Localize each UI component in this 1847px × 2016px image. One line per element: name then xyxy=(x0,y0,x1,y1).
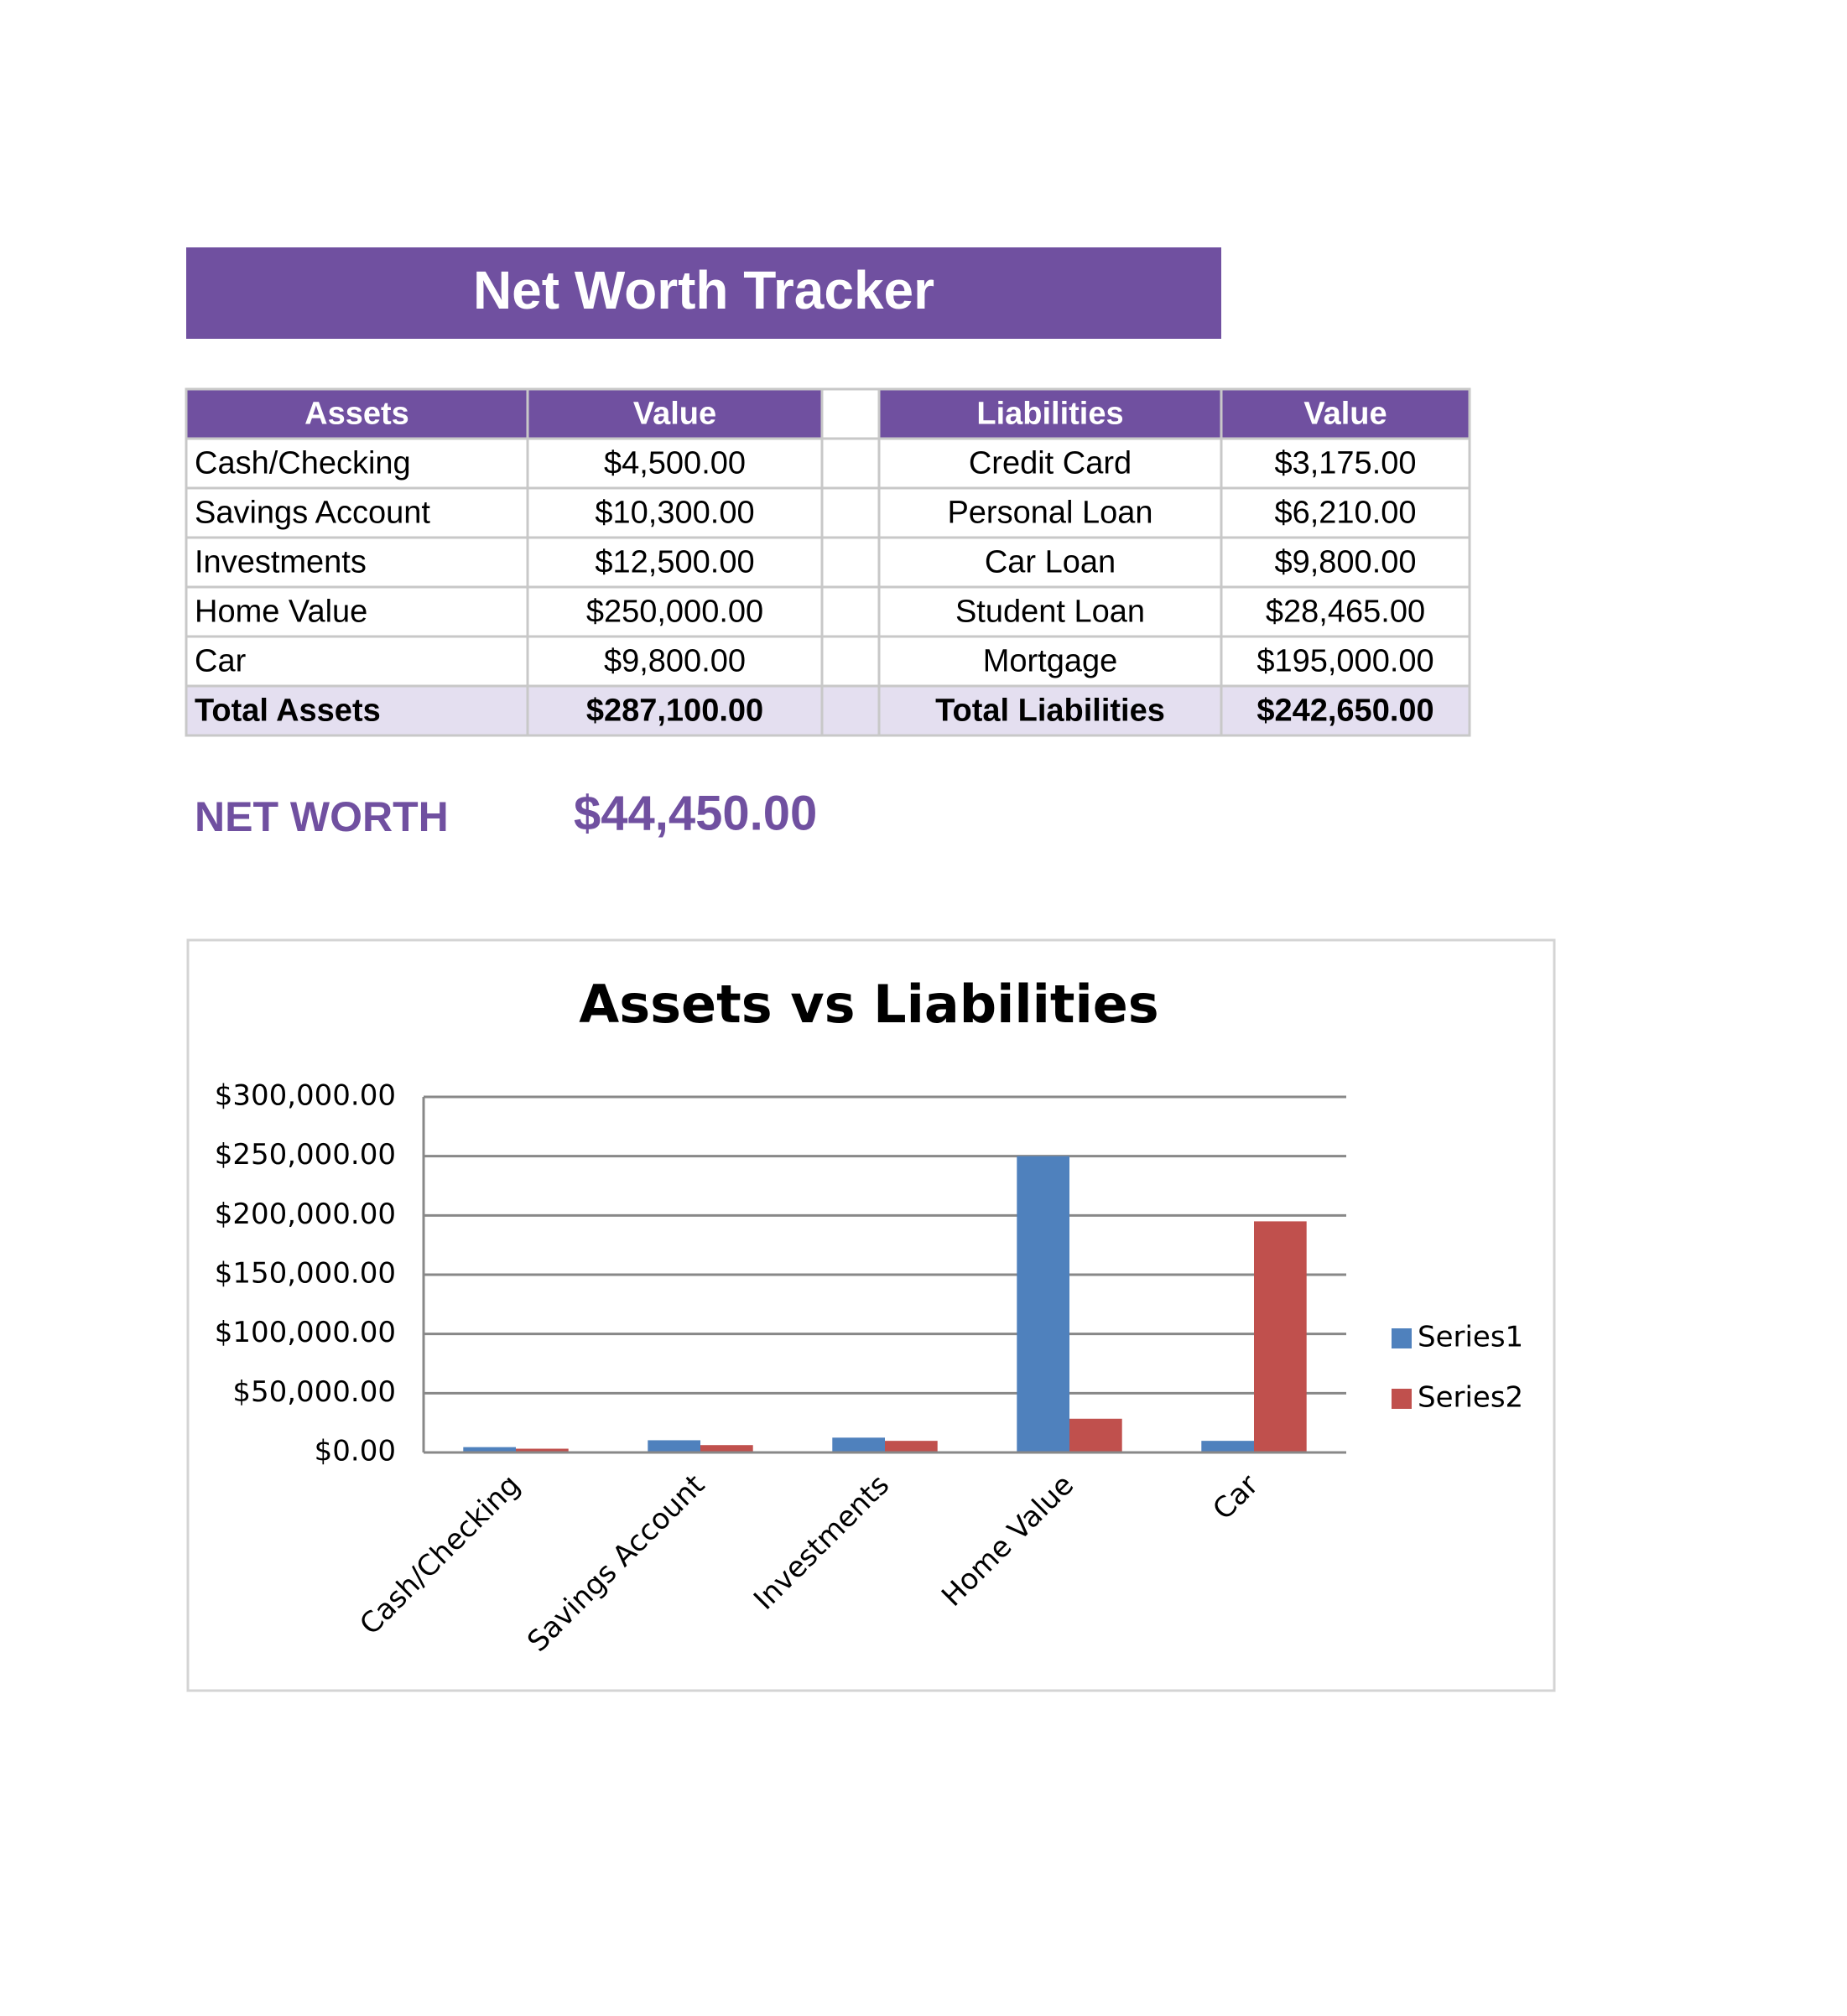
table-cell xyxy=(1220,486,1471,539)
bar xyxy=(648,1440,700,1452)
bar xyxy=(1069,1418,1122,1452)
cell-text: $10,300.00 xyxy=(595,496,754,531)
cell-text: $287,100.00 xyxy=(586,694,763,729)
table-cell xyxy=(877,684,1223,737)
legend-swatch xyxy=(1392,1328,1412,1348)
spacer-cell xyxy=(820,684,881,737)
net-worth-label: NET WORTH xyxy=(195,793,449,840)
y-tick-label: $200,000.00 xyxy=(215,1198,396,1231)
y-tick-label: $300,000.00 xyxy=(215,1079,396,1113)
title-banner xyxy=(186,247,1221,339)
page-title: Net Worth Tracker xyxy=(473,260,934,320)
bar xyxy=(885,1441,938,1452)
table-cell xyxy=(526,486,824,539)
bar xyxy=(463,1447,516,1452)
spacer-cell xyxy=(820,486,881,539)
cell-text: $242,650.00 xyxy=(1256,694,1433,729)
cell-text: $28,465.00 xyxy=(1266,595,1425,630)
table-cell xyxy=(526,684,824,737)
table-cell xyxy=(877,387,1223,440)
cell-text: $6,210.00 xyxy=(1274,496,1416,531)
cell-text: Mortgage xyxy=(983,644,1118,679)
cell-text: Total Liabilities xyxy=(935,694,1165,729)
column-header: Value xyxy=(1303,397,1387,432)
table-cell xyxy=(185,486,529,539)
table-cell xyxy=(526,635,824,688)
chart-title: Assets vs Liabilities xyxy=(579,974,1158,1035)
table-cell xyxy=(526,585,824,638)
cell-text: $195,000.00 xyxy=(1256,644,1433,679)
column-header: Value xyxy=(633,397,716,432)
y-tick-label: $50,000.00 xyxy=(232,1375,396,1409)
y-tick-label: $250,000.00 xyxy=(215,1138,396,1172)
y-tick-label: $100,000.00 xyxy=(215,1316,396,1349)
legend-label: Series2 xyxy=(1418,1381,1523,1415)
legend-label: Series1 xyxy=(1418,1321,1523,1354)
cell-text: Personal Loan xyxy=(947,496,1152,531)
cell-text: Total Assets xyxy=(195,694,381,729)
table-cell xyxy=(1220,536,1471,589)
table-cell xyxy=(877,635,1223,688)
y-tick-label: $150,000.00 xyxy=(215,1257,396,1291)
spacer-cell xyxy=(820,585,881,638)
cell-text: Credit Card xyxy=(969,446,1132,481)
spacer-cell xyxy=(820,437,881,490)
cell-text: $4,500.00 xyxy=(604,446,746,481)
y-tick-label: $0.00 xyxy=(315,1435,396,1468)
chart-frame xyxy=(186,938,1556,1692)
cell-text: $9,800.00 xyxy=(604,644,746,679)
spacer-cell xyxy=(820,635,881,688)
table-cell xyxy=(1220,585,1471,638)
bar xyxy=(1017,1156,1069,1452)
bar xyxy=(516,1448,569,1452)
table-cell xyxy=(185,684,529,737)
bar xyxy=(700,1445,753,1452)
cell-text: Car xyxy=(195,644,247,679)
cell-text: Car Loan xyxy=(985,545,1116,580)
column-header: Assets xyxy=(304,397,409,432)
spacer-cell xyxy=(820,536,881,589)
cell-text: Student Loan xyxy=(955,595,1145,630)
table-cell xyxy=(877,585,1223,638)
cell-text: $250,000.00 xyxy=(586,595,763,630)
cell-text: $9,800.00 xyxy=(1274,545,1416,580)
cell-text: Savings Account xyxy=(195,496,430,531)
bar xyxy=(1201,1441,1254,1452)
bar xyxy=(832,1437,885,1452)
table-cell xyxy=(526,387,824,440)
cell-text: Cash/Checking xyxy=(195,446,411,481)
cell-text: Investments xyxy=(195,545,367,580)
bar xyxy=(1254,1221,1307,1452)
column-header: Liabilities xyxy=(976,397,1123,432)
net-worth-value: $44,450.00 xyxy=(574,786,817,840)
legend-swatch xyxy=(1392,1389,1412,1409)
cell-text: $12,500.00 xyxy=(595,545,754,580)
cell-text: Home Value xyxy=(195,595,367,630)
cell-text: $3,175.00 xyxy=(1274,446,1416,481)
table-cell xyxy=(185,585,529,638)
table-cell xyxy=(1220,684,1471,737)
table-cell xyxy=(1220,437,1471,490)
table-cell xyxy=(1220,635,1471,688)
